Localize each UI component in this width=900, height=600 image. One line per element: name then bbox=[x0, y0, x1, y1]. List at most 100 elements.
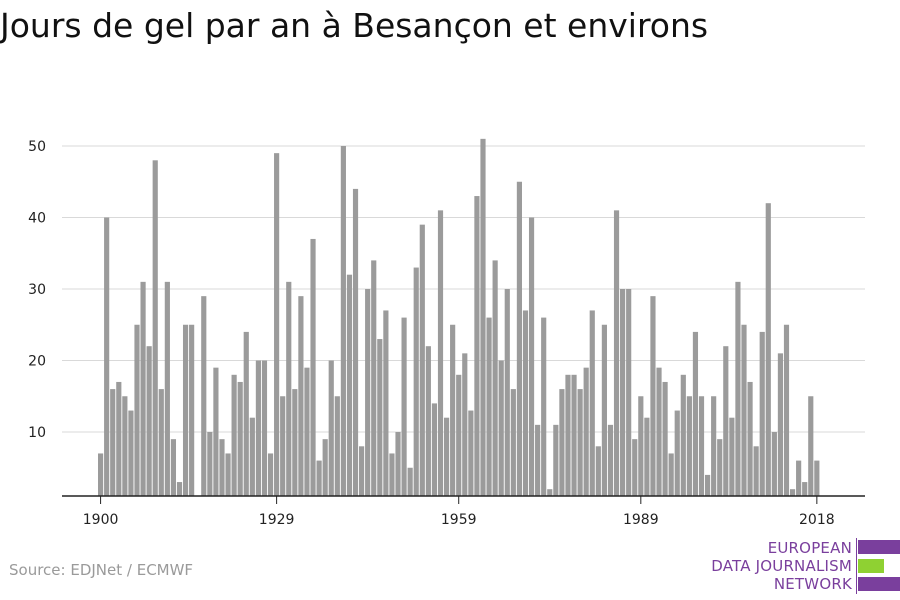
bar-1970 bbox=[522, 310, 529, 496]
bar-1919 bbox=[213, 367, 219, 496]
bar-2006 bbox=[741, 324, 747, 496]
bar-1929 bbox=[274, 153, 280, 496]
bar-1939 bbox=[334, 396, 340, 496]
bar-1973 bbox=[541, 317, 547, 496]
y-tick-label: 40 bbox=[28, 211, 46, 227]
bar-1993 bbox=[662, 381, 668, 496]
bar-1933 bbox=[298, 296, 304, 496]
bar-1959 bbox=[456, 374, 462, 496]
bar-1962 bbox=[474, 196, 480, 497]
bar-1941 bbox=[346, 274, 353, 496]
bar-1908 bbox=[146, 346, 152, 496]
bar-1992 bbox=[656, 367, 662, 496]
bar-1938 bbox=[328, 360, 334, 496]
bar-2015 bbox=[796, 460, 802, 496]
bar-1968 bbox=[510, 389, 516, 496]
bar-1917 bbox=[201, 296, 207, 496]
bar-1957 bbox=[443, 417, 450, 496]
bar-1976 bbox=[559, 389, 565, 496]
bar-1923 bbox=[237, 381, 243, 496]
bar-1998 bbox=[692, 331, 699, 496]
bar-1964 bbox=[486, 317, 492, 496]
bar-1995 bbox=[674, 410, 680, 496]
bar-1928 bbox=[267, 453, 274, 496]
bar-1996 bbox=[680, 374, 686, 496]
bar-1983 bbox=[601, 324, 607, 496]
bar-1912 bbox=[170, 439, 177, 496]
bar-2005 bbox=[735, 281, 741, 496]
bar-1932 bbox=[292, 389, 298, 496]
bar-1954 bbox=[425, 346, 431, 496]
bar-2002 bbox=[717, 439, 723, 496]
bar-1902 bbox=[110, 389, 116, 496]
bar-1920 bbox=[219, 439, 225, 496]
bar-1913 bbox=[176, 482, 183, 496]
bar-1925 bbox=[249, 417, 255, 496]
chart-title: Jours de gel par an à Besançon et enviro… bbox=[0, 6, 709, 45]
bar-1986 bbox=[620, 289, 626, 496]
logo-stripe-purple-top bbox=[858, 540, 900, 554]
y-tick-label: 50 bbox=[28, 139, 46, 155]
bar-1965 bbox=[492, 260, 498, 496]
bar-1909 bbox=[152, 160, 158, 497]
bar-1924 bbox=[243, 331, 249, 496]
bar-1930 bbox=[280, 396, 286, 496]
bar-2016 bbox=[802, 482, 808, 496]
bar-1906 bbox=[134, 324, 140, 496]
bar-2004 bbox=[729, 417, 735, 496]
bar-1975 bbox=[553, 424, 559, 496]
x-tick-label: 1989 bbox=[623, 512, 659, 528]
bar-1969 bbox=[516, 181, 522, 496]
bar-1997 bbox=[686, 396, 692, 496]
bar-1947 bbox=[383, 310, 389, 496]
bar-1956 bbox=[437, 210, 444, 496]
bar-2000 bbox=[705, 474, 711, 496]
bar-1921 bbox=[225, 453, 231, 496]
bar-1918 bbox=[207, 432, 213, 496]
bar-1974 bbox=[547, 489, 553, 496]
bar-1960 bbox=[462, 353, 468, 496]
bar-1948 bbox=[389, 453, 395, 496]
bar-1942 bbox=[352, 188, 359, 496]
bar-1946 bbox=[377, 339, 383, 496]
logo-stripe-purple-bottom bbox=[858, 577, 900, 591]
bar-1922 bbox=[231, 374, 237, 496]
bar-1926 bbox=[255, 360, 261, 496]
bar-1981 bbox=[589, 310, 595, 496]
bar-1940 bbox=[340, 146, 346, 496]
logo-line-3: NETWORK bbox=[773, 575, 852, 593]
bar-1971 bbox=[528, 217, 535, 496]
x-tick-label: 1900 bbox=[83, 512, 119, 528]
bar-1977 bbox=[565, 374, 571, 496]
bar-1944 bbox=[365, 289, 371, 496]
bar-2014 bbox=[789, 489, 796, 496]
bar-1910 bbox=[158, 389, 164, 496]
bar-1914 bbox=[182, 324, 189, 496]
bar-1915 bbox=[189, 324, 195, 496]
bar-1978 bbox=[571, 374, 577, 496]
bar-1903 bbox=[116, 381, 122, 496]
bar-1972 bbox=[535, 424, 541, 496]
bar-1936 bbox=[316, 460, 322, 496]
logo-stripe-green bbox=[858, 559, 884, 573]
bar-1904 bbox=[122, 396, 128, 496]
x-tick-label: 1959 bbox=[441, 512, 477, 528]
bar-2010 bbox=[765, 203, 771, 496]
x-axis-labels: 1900 1929 1959 1989 2018 bbox=[83, 496, 835, 528]
bar-1950 bbox=[401, 317, 407, 496]
logo-line-1: EUROPEAN bbox=[767, 539, 852, 557]
bar-1994 bbox=[668, 453, 674, 496]
bar-2013 bbox=[783, 324, 790, 496]
bar-1911 bbox=[164, 281, 170, 496]
y-tick-label: 30 bbox=[28, 282, 46, 298]
y-tick-label: 20 bbox=[28, 354, 46, 370]
bar-1901 bbox=[104, 217, 110, 496]
bar-1955 bbox=[431, 403, 438, 496]
bar-1989 bbox=[638, 396, 644, 496]
bar-1958 bbox=[450, 324, 456, 496]
x-tick-label: 2018 bbox=[799, 512, 835, 528]
bar-1967 bbox=[504, 289, 510, 496]
y-tick-label: 10 bbox=[28, 425, 46, 441]
source-note: Source: EDJNet / ECMWF bbox=[9, 561, 194, 579]
